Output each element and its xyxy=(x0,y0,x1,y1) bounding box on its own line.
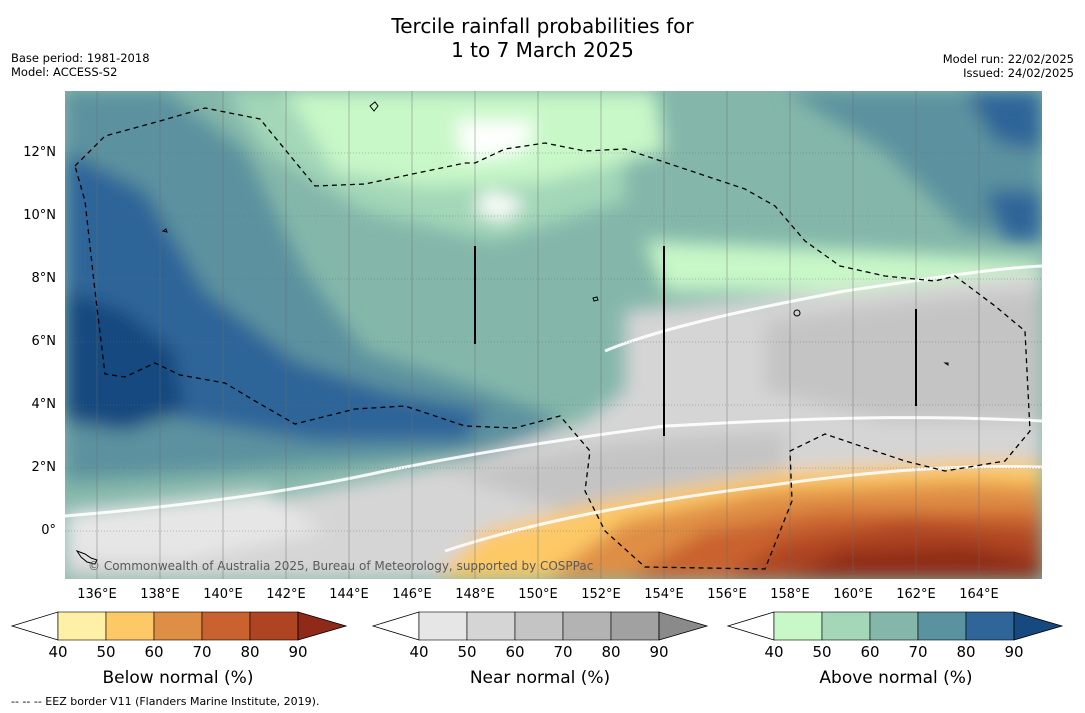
cbar-above-swatch-3 xyxy=(869,611,919,641)
lon-label-144e: 144°E xyxy=(329,587,369,602)
lon-label-150e: 150°E xyxy=(518,587,558,602)
lat-label-4n: 4°N xyxy=(31,397,57,412)
graticule xyxy=(65,91,1042,579)
cbar-below-swatch-6 xyxy=(297,611,348,641)
cbar-above-tick-70: 70 xyxy=(908,643,928,661)
cbar-near-tick-80: 80 xyxy=(601,643,621,661)
cbar-below-title: Below normal (%) xyxy=(102,668,254,688)
model-run: Model run: 22/02/2025 xyxy=(942,52,1074,66)
cbar-above-tick-80: 80 xyxy=(956,643,976,661)
cbar-below-swatch-3 xyxy=(153,611,203,641)
cbar-near-swatch-4 xyxy=(562,611,612,641)
lat-label-8n: 8°N xyxy=(31,271,57,286)
islands xyxy=(75,101,949,565)
cbar-near-title: Near normal (%) xyxy=(469,668,611,688)
cbar-near-swatch-2 xyxy=(466,611,516,641)
lon-label-152e: 152°E xyxy=(581,587,621,602)
cbar-below-swatch-4 xyxy=(201,611,251,641)
cbar-above-tick-60: 60 xyxy=(860,643,880,661)
cbar-below-tick-70: 70 xyxy=(192,643,212,661)
rainfall-map xyxy=(65,91,1042,579)
lon-label-164e: 164°E xyxy=(959,587,999,602)
cbar-above-swatch-2 xyxy=(821,611,871,641)
lon-label-162e: 162°E xyxy=(896,587,936,602)
lon-label-136e: 136°E xyxy=(77,587,117,602)
cbar-below-tick-60: 60 xyxy=(144,643,164,661)
lon-label-142e: 142°E xyxy=(266,587,306,602)
cbar-below-tick-40: 40 xyxy=(48,643,68,661)
map-canvas xyxy=(65,91,1042,579)
lon-label-140e: 140°E xyxy=(203,587,243,602)
title-line-2: 1 to 7 March 2025 xyxy=(451,38,634,62)
cbar-below-tick-50: 50 xyxy=(96,643,116,661)
cbar-above-swatch-1 xyxy=(773,611,823,641)
copyright-notice: © Commonwealth of Australia 2025, Bureau… xyxy=(88,559,594,573)
cbar-near-swatch-5 xyxy=(610,611,660,641)
lon-label-148e: 148°E xyxy=(455,587,495,602)
map-title: Tercile rainfall probabilities for 1 to … xyxy=(0,14,1085,62)
cbar-near-tick-90: 90 xyxy=(649,643,669,661)
lon-label-156e: 156°E xyxy=(707,587,747,602)
cbar-near-swatch-1 xyxy=(418,611,468,641)
cbar-below-swatch-1 xyxy=(57,611,107,641)
probability-field xyxy=(65,91,1042,579)
meta-left: Base period: 1981-2018 Model: ACCESS-S2 xyxy=(11,51,150,79)
eez-border xyxy=(74,107,1031,570)
lat-label-2n: 2°N xyxy=(31,460,57,475)
cbar-above-swatch-4 xyxy=(917,611,967,641)
lat-label-10n: 10°N xyxy=(23,208,56,223)
lon-label-146e: 146°E xyxy=(392,587,432,602)
colorbar-above xyxy=(726,611,1064,641)
lat-label-12n: 12°N xyxy=(23,145,56,160)
cbar-below-swatch-5 xyxy=(249,611,299,641)
lon-label-160e: 160°E xyxy=(833,587,873,602)
lat-label-0: 0° xyxy=(41,523,56,538)
cbar-near-tick-50: 50 xyxy=(457,643,477,661)
colorbar-near xyxy=(371,611,709,641)
cbar-above-swatch-6 xyxy=(1013,611,1064,641)
cbar-above-tick-90: 90 xyxy=(1004,643,1024,661)
model-name: Model: ACCESS-S2 xyxy=(11,65,118,79)
cbar-below-tick-80: 80 xyxy=(240,643,260,661)
cbar-above-title: Above normal (%) xyxy=(819,668,973,688)
meta-right: Model run: 22/02/2025 Issued: 24/02/2025 xyxy=(943,52,1074,80)
eez-footnote: -- -- -- EEZ border V11 (Flanders Marine… xyxy=(11,695,320,708)
cbar-above-tick-50: 50 xyxy=(812,643,832,661)
title-line-1: Tercile rainfall probabilities for xyxy=(391,14,694,38)
cbar-below-tick-90: 90 xyxy=(288,643,308,661)
cbar-near-tick-60: 60 xyxy=(505,643,525,661)
base-period: Base period: 1981-2018 xyxy=(11,51,150,65)
lon-label-138e: 138°E xyxy=(140,587,180,602)
colorbar-below xyxy=(10,611,348,641)
cbar-near-tick-40: 40 xyxy=(409,643,429,661)
cbar-near-swatch-6 xyxy=(658,611,709,641)
lon-label-158e: 158°E xyxy=(770,587,810,602)
cbar-below-swatch-2 xyxy=(105,611,155,641)
cbar-near-swatch-3 xyxy=(514,611,564,641)
issued-date: Issued: 24/02/2025 xyxy=(963,66,1074,80)
lat-label-6n: 6°N xyxy=(31,334,57,349)
lon-label-154e: 154°E xyxy=(644,587,684,602)
cbar-above-tick-40: 40 xyxy=(764,643,784,661)
cbar-near-tick-70: 70 xyxy=(553,643,573,661)
cbar-above-swatch-5 xyxy=(965,611,1015,641)
